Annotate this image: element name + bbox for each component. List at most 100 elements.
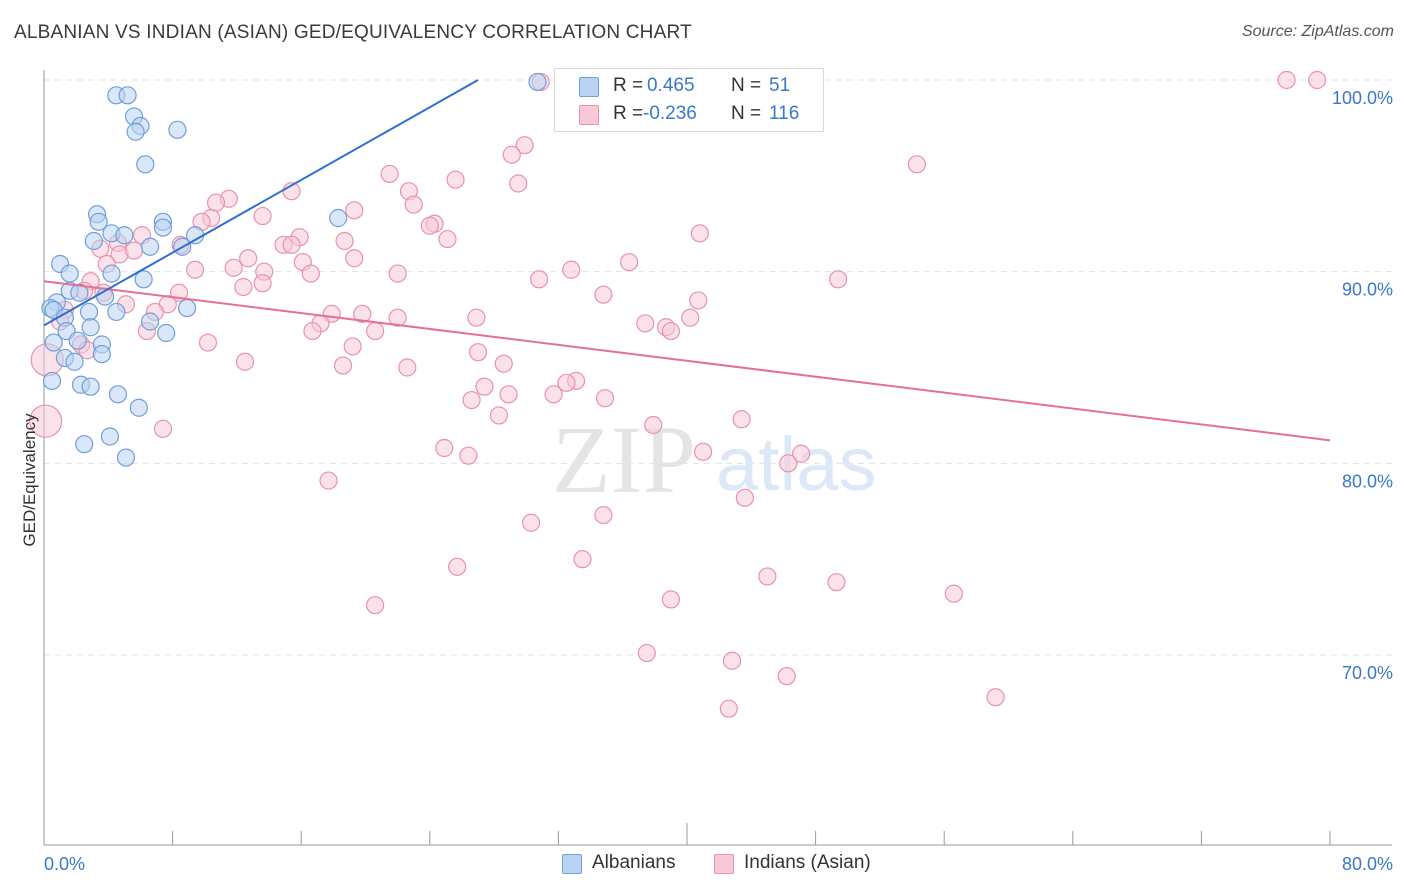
y-tick-label: 80.0%: [1342, 471, 1393, 491]
data-point: [129, 398, 148, 417]
data-point: [595, 389, 615, 408]
data-point: [693, 442, 713, 461]
data-point: [521, 513, 541, 532]
albanian-points: [41, 72, 547, 467]
data-point: [282, 235, 301, 254]
data-point: [42, 371, 62, 391]
data-point: [502, 145, 521, 164]
data-point: [636, 314, 655, 333]
legend-n-value: 116: [769, 103, 800, 124]
legend-row-albanians: R = 0.465 N = 51: [555, 72, 823, 100]
data-point: [118, 86, 137, 105]
data-point: [136, 155, 155, 174]
correlation-legend: R = 0.465 N = 51 R = -0.236 N = 116: [554, 68, 824, 132]
legend-swatch-blue: [562, 854, 582, 874]
legend-swatch-pink: [579, 105, 599, 125]
data-point: [467, 308, 486, 327]
data-point: [92, 344, 111, 364]
data-point: [944, 584, 963, 603]
data-point: [60, 264, 79, 283]
data-point: [70, 283, 89, 302]
data-point: [620, 252, 639, 272]
data-point: [126, 122, 145, 141]
legend-swatch-pink: [714, 854, 734, 874]
tick-labels: 70.0% 80.0% 90.0% 100.0% 0.0% 80.0%: [44, 88, 1393, 874]
data-point: [681, 308, 700, 327]
data-point: [489, 406, 509, 425]
data-point: [177, 298, 197, 318]
data-point: [333, 356, 353, 375]
data-point: [79, 302, 99, 322]
data-point: [134, 270, 153, 289]
data-point: [594, 285, 613, 304]
data-point: [528, 72, 547, 92]
data-point: [116, 448, 136, 467]
data-point: [345, 249, 364, 268]
data-point: [462, 390, 481, 410]
data-point: [65, 352, 84, 371]
data-point: [779, 454, 798, 473]
y-tick-label: 100.0%: [1332, 88, 1393, 108]
data-point: [124, 241, 144, 260]
legend-label-albanians: Albanians: [592, 852, 676, 873]
data-point: [366, 596, 385, 615]
data-point: [115, 226, 134, 245]
data-point: [108, 385, 128, 404]
data-point: [468, 343, 488, 362]
data-point: [446, 170, 465, 189]
data-point: [75, 435, 94, 454]
x-tick-label: 0.0%: [44, 854, 85, 874]
data-point: [343, 337, 362, 356]
data-point: [107, 302, 126, 322]
data-point: [448, 557, 467, 576]
data-point: [420, 216, 439, 235]
data-point: [594, 505, 613, 525]
data-point: [719, 699, 738, 718]
data-point: [438, 229, 457, 249]
y-axis-label: GED/Equivalency: [20, 413, 39, 547]
data-point: [186, 260, 205, 279]
legend-r-value: 0.465: [647, 75, 695, 96]
data-point: [140, 237, 160, 256]
trend-line-indians: [43, 280, 1331, 442]
data-point: [253, 274, 272, 293]
data-point: [366, 321, 385, 341]
data-point: [544, 385, 563, 404]
data-point: [690, 224, 709, 243]
data-point: [329, 208, 348, 228]
data-point: [637, 643, 656, 663]
data-point: [102, 264, 121, 283]
chart-source: Source: ZipAtlas.com: [1241, 23, 1394, 40]
data-point: [100, 427, 120, 446]
data-point: [353, 304, 372, 323]
data-point: [732, 410, 751, 429]
data-point: [494, 354, 513, 373]
legend-row-indians: R = -0.236 N = 116: [555, 100, 823, 128]
legend-n-label: N =: [731, 103, 762, 124]
data-point: [722, 651, 742, 670]
data-point: [986, 688, 1005, 707]
data-point: [827, 573, 846, 592]
data-point: [1308, 70, 1327, 90]
data-point: [562, 260, 581, 279]
legend-n-label: N =: [731, 75, 762, 96]
data-point: [224, 258, 243, 277]
legend-r-value: -0.236: [643, 103, 697, 124]
data-point: [1277, 70, 1296, 90]
data-point: [475, 377, 494, 396]
trend-lines: [43, 79, 1331, 442]
data-point: [68, 331, 87, 350]
data-point: [168, 120, 187, 139]
data-point: [573, 550, 592, 569]
data-point: [689, 291, 708, 310]
data-point: [907, 155, 926, 174]
data-point: [398, 358, 417, 377]
data-point: [206, 193, 226, 212]
data-point: [758, 567, 777, 586]
data-point: [198, 333, 218, 352]
data-point: [29, 404, 63, 438]
data-point: [459, 446, 478, 465]
axes: [43, 70, 1392, 846]
data-point: [89, 212, 108, 231]
